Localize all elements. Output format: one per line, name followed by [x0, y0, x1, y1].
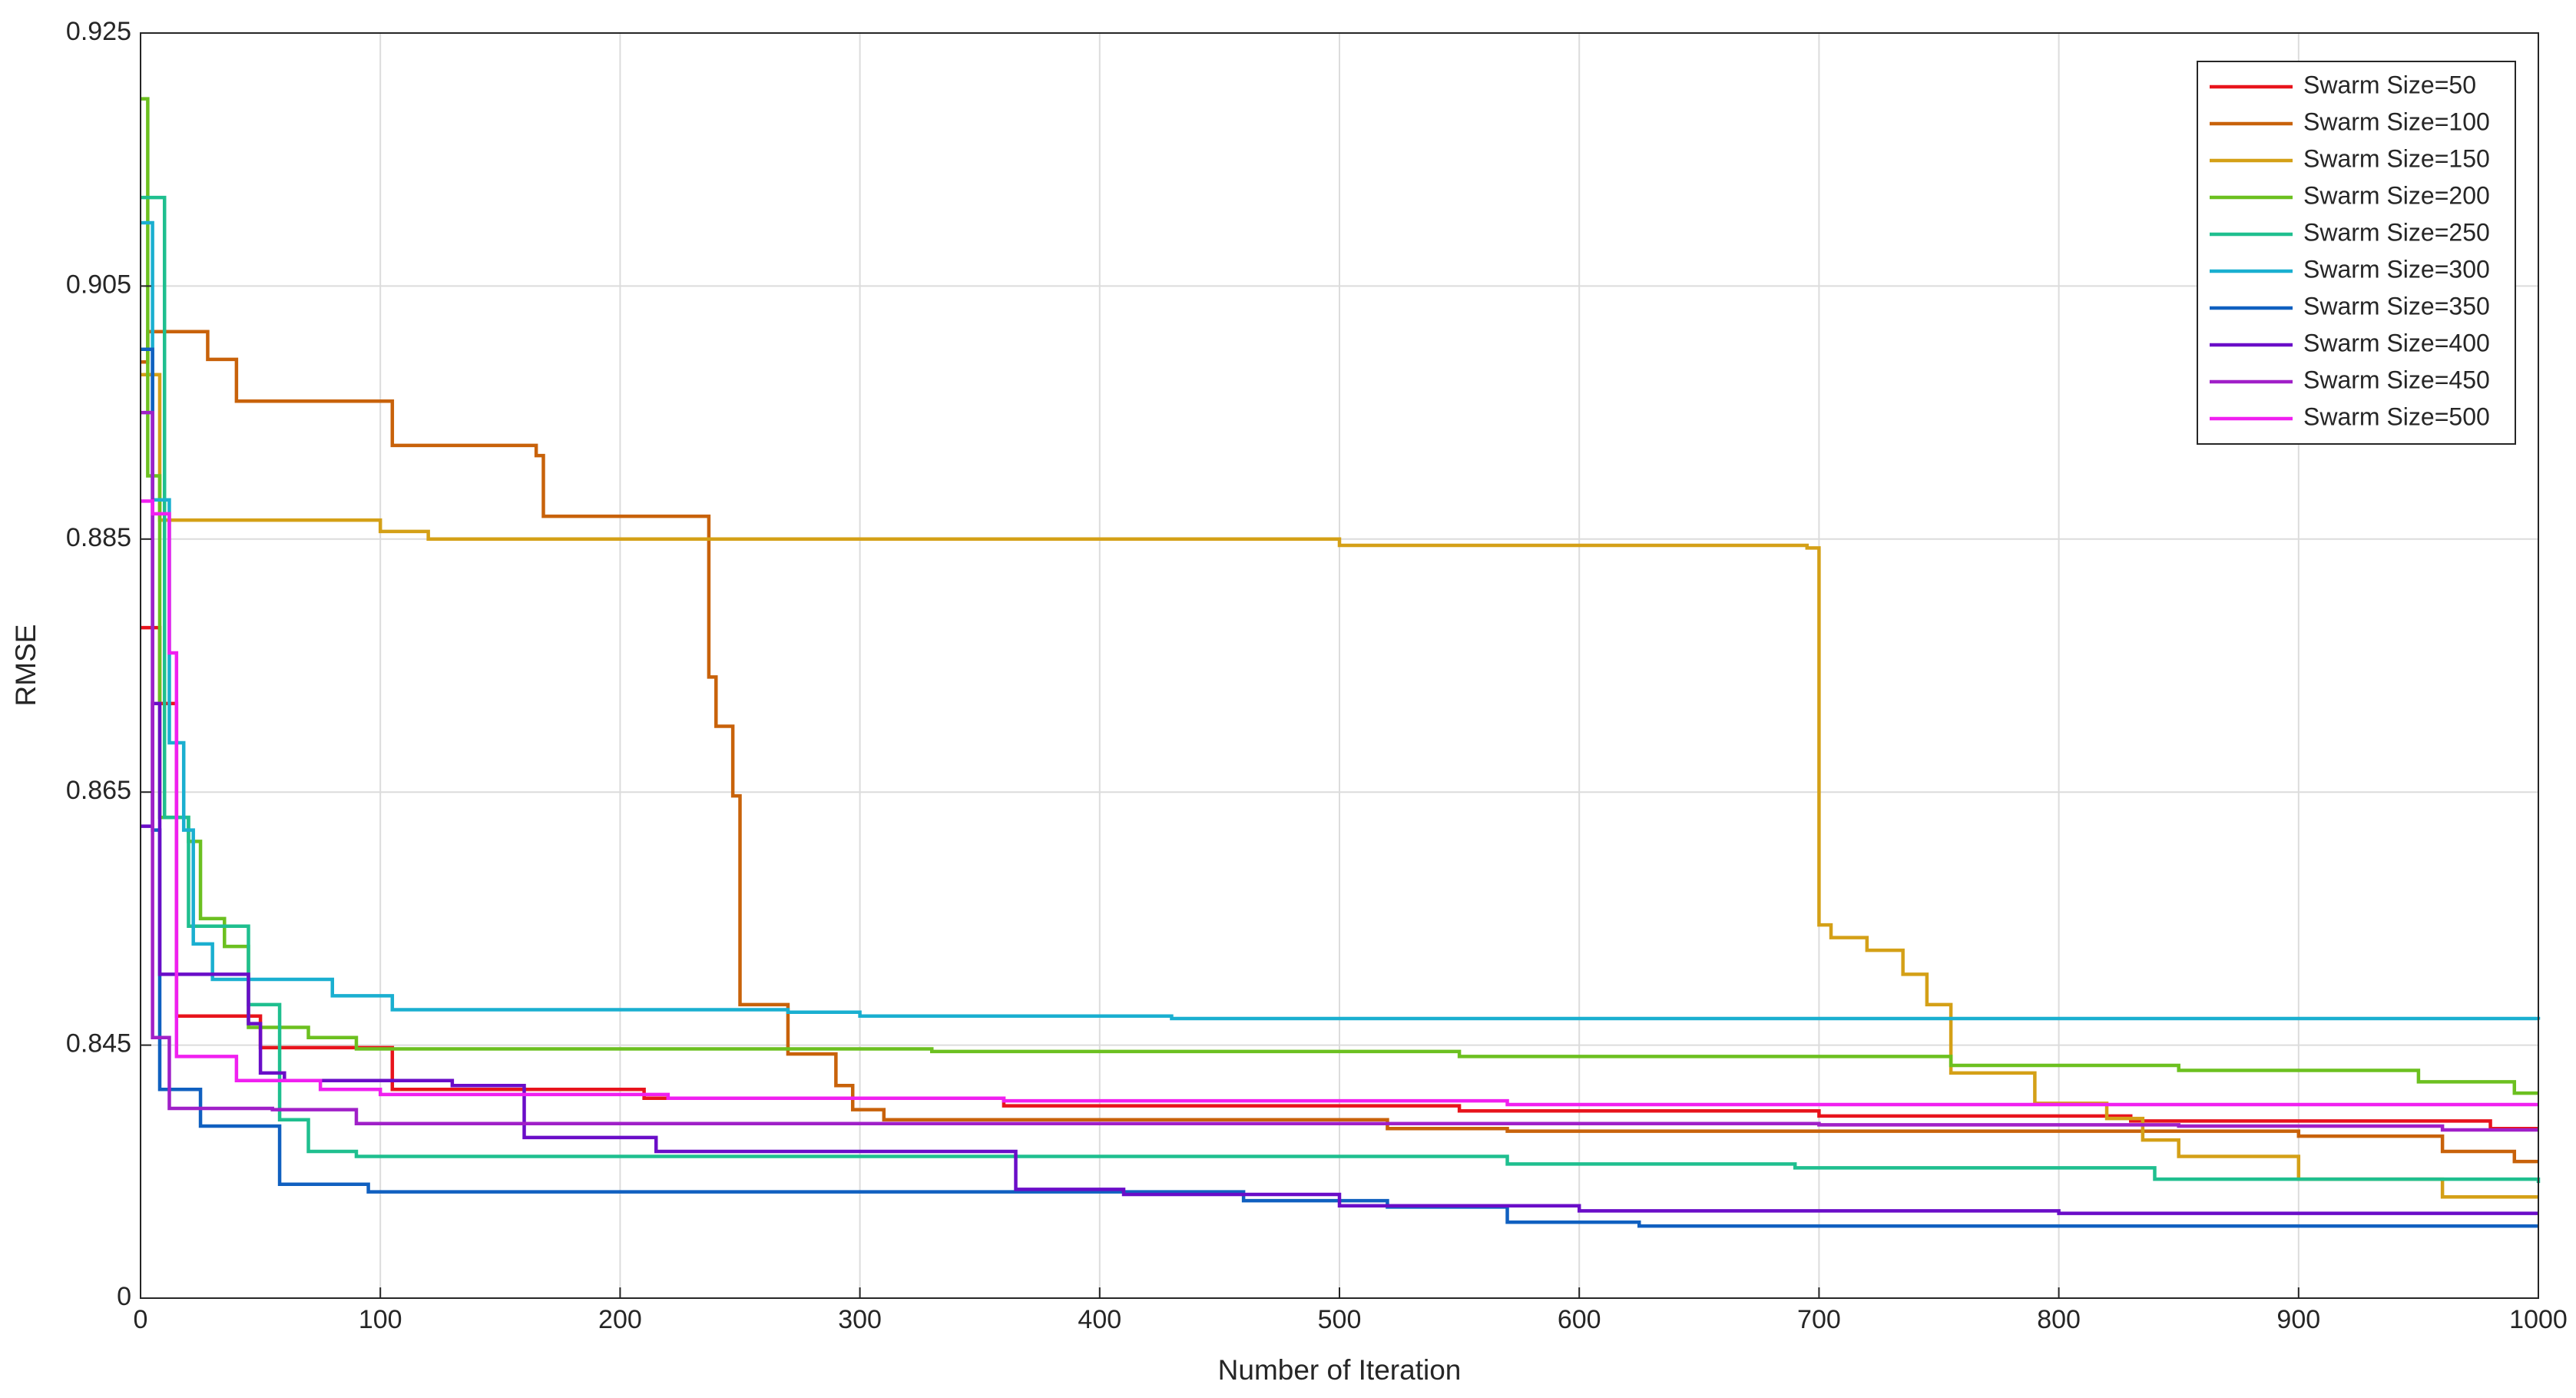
legend-label: Swarm Size=500 — [2303, 403, 2490, 430]
series-line — [141, 701, 2538, 1215]
x-tick-label: 500 — [1318, 1305, 1362, 1334]
legend-label: Swarm Size=200 — [2303, 181, 2490, 209]
x-tick-label: 300 — [838, 1305, 882, 1334]
plot-lines — [141, 97, 2541, 1228]
legend-label: Swarm Size=350 — [2303, 292, 2490, 320]
series-line — [141, 373, 2538, 1199]
y-axis-label: RMSE — [10, 624, 41, 707]
y-tick-label: 0 — [117, 1282, 131, 1311]
legend-label: Swarm Size=300 — [2303, 255, 2490, 283]
x-tick-label: 900 — [2276, 1305, 2320, 1334]
legend-label: Swarm Size=50 — [2303, 71, 2476, 98]
x-tick-label: 100 — [359, 1305, 402, 1334]
x-tick-label: 400 — [1078, 1305, 1121, 1334]
x-tick-label: 700 — [1797, 1305, 1841, 1334]
legend-label: Swarm Size=400 — [2303, 329, 2490, 356]
series-line — [141, 330, 2538, 1164]
y-tick-label: 0.925 — [66, 17, 131, 46]
x-axis-label: Number of Iteration — [1218, 1354, 1462, 1386]
legend: Swarm Size=50 Swarm Size=100 Swarm Size=15… — [2197, 61, 2516, 445]
y-tick-label: 0.885 — [66, 523, 131, 552]
series-line — [141, 195, 2541, 1184]
series-line — [141, 499, 2538, 1107]
x-tick-label: 800 — [2037, 1305, 2081, 1334]
x-tick-label: 0 — [134, 1305, 148, 1334]
series-line — [141, 410, 2538, 1132]
x-tick-label: 1000 — [2509, 1305, 2568, 1334]
y-tick-label: 0.865 — [66, 776, 131, 805]
legend-label: Swarm Size=100 — [2303, 108, 2490, 135]
series-line — [141, 220, 2541, 1021]
legend-label: Swarm Size=150 — [2303, 144, 2490, 172]
legend-label: Swarm Size=250 — [2303, 218, 2490, 246]
y-tick-label: 0.845 — [66, 1029, 131, 1058]
legend-label: Swarm Size=450 — [2303, 366, 2490, 393]
x-tick-label: 200 — [598, 1305, 642, 1334]
y-tick-label: 0.905 — [66, 270, 131, 299]
x-tick-label: 600 — [1558, 1305, 1601, 1334]
